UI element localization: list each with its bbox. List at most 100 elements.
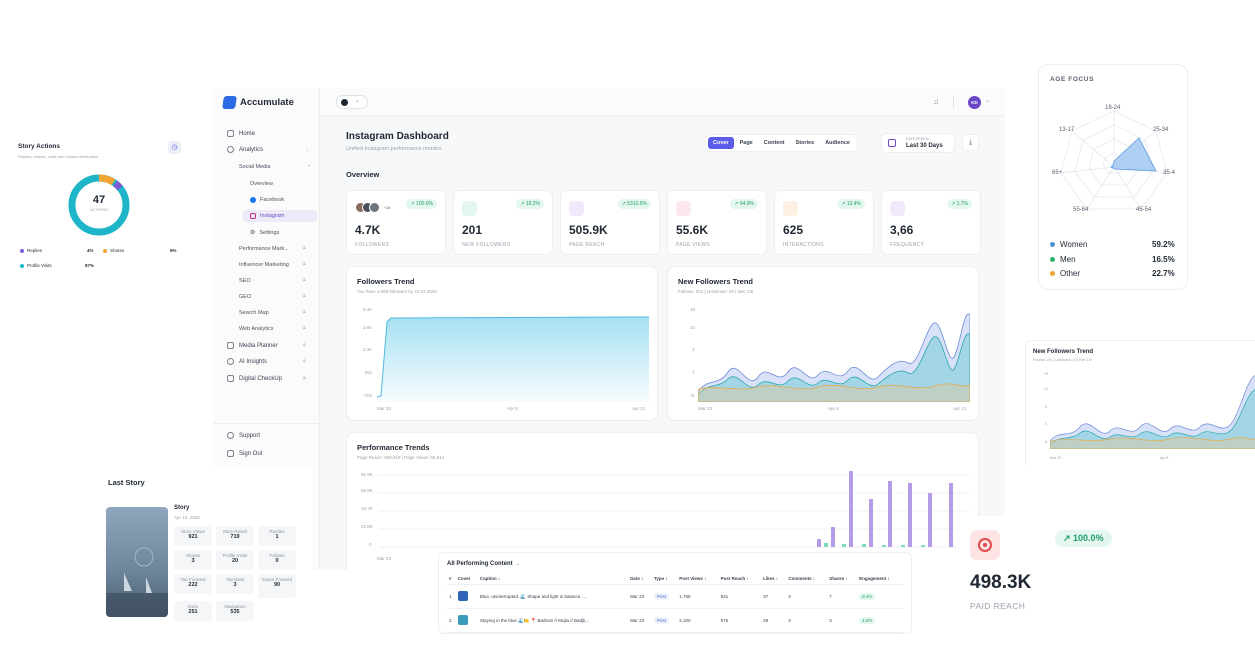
- stat-story-views: Story Views 921: [174, 526, 212, 546]
- col-header[interactable]: Date ↕: [628, 573, 652, 585]
- x-tick: Apr 6: [507, 406, 518, 411]
- facebook-icon: [250, 197, 256, 203]
- col-header: #: [447, 573, 456, 585]
- bell-icon[interactable]: ♫: [933, 97, 939, 106]
- tab-content[interactable]: Content: [763, 140, 785, 146]
- sidebar-item-influencer-marketing[interactable]: Influencer Marketing: [239, 262, 289, 268]
- sidebar-item-media-planner[interactable]: Media Planner: [227, 342, 278, 349]
- download-button[interactable]: ⤓: [962, 134, 979, 151]
- story-name: Story: [174, 505, 190, 511]
- kpi-label: PAGE VIEWS: [676, 242, 711, 248]
- stat-exits: Exits 251: [174, 601, 212, 621]
- tab-cover[interactable]: Cover: [708, 137, 734, 149]
- lock-icon: 🔒︎: [303, 245, 306, 251]
- kpi-frequency[interactable]: ↗ 1.7% 3,66 FREQUENCY: [881, 190, 981, 255]
- sidebar-item-analytics[interactable]: Analytics ⌄: [227, 146, 309, 153]
- chevron-down-icon: ⌄: [355, 98, 361, 104]
- y-tick: 15: [690, 307, 696, 312]
- chevron-down-icon: ⌄: [985, 98, 991, 104]
- top-bar: ⌄ ♫ KD ⌄: [320, 88, 1005, 116]
- sidebar-item-performance-marketing[interactable]: Performance Mark...: [239, 246, 289, 252]
- signout-link[interactable]: Sign Out: [227, 450, 262, 457]
- date-period-select[interactable]: DATE PERIOD Last 30 Days: [881, 133, 955, 153]
- col-header[interactable]: Post Reach ↕: [718, 573, 762, 585]
- stat-tap-back: Tap Back 3: [216, 574, 254, 594]
- y-tick: 3: [692, 347, 695, 352]
- story-thumbnail[interactable]: [106, 507, 168, 617]
- overview-title: Overview: [346, 170, 380, 179]
- table-row[interactable]: 1 Blue, uninterrupted. 🌊 Shape and light…: [447, 584, 903, 609]
- page-subtitle: Unified Instagram performance monitor.: [346, 146, 443, 152]
- cell-type: Post: [651, 608, 678, 633]
- sidebar-item-ai-insights[interactable]: AI Insights: [227, 358, 267, 365]
- cell-date: Mar 23: [628, 584, 652, 609]
- legend-shares: Shares: [103, 248, 124, 253]
- calendar-icon: [227, 342, 234, 349]
- active-item-bg: [243, 210, 317, 222]
- y-tick: 22.8K: [361, 524, 373, 529]
- table-header-row: # Cover Caption ↕ Date ↕ Type ↕ Post Vie…: [447, 573, 903, 585]
- sidebar-item-settings[interactable]: ⚙ Settings: [250, 229, 279, 237]
- sidebar-item-search-map[interactable]: Search Map: [239, 310, 269, 316]
- col-header[interactable]: Engagement ↕: [857, 573, 903, 585]
- sidebar-item-social-media[interactable]: Social Media: [239, 164, 271, 170]
- cell-index: 1: [447, 584, 456, 609]
- cell-engagement: 4.2%: [857, 608, 903, 633]
- tab-page[interactable]: Page: [739, 140, 753, 146]
- tab-stories[interactable]: Stories: [795, 140, 815, 146]
- sidebar-item-label: Instagram: [260, 213, 285, 219]
- sparkle-icon: [227, 358, 234, 365]
- sidebar-item-web-analytics[interactable]: Web Analytics: [239, 326, 274, 332]
- user-plus-icon: [462, 201, 477, 216]
- sidebar-item-seo[interactable]: SEO: [239, 278, 251, 284]
- new-followers-wave-chart: [698, 313, 970, 402]
- cell-cover: [455, 608, 478, 633]
- support-link[interactable]: Support: [227, 432, 260, 439]
- y-tick: 15: [1044, 372, 1048, 376]
- legend-other: Other: [1050, 269, 1080, 278]
- brand-logo[interactable]: Accumulate: [222, 96, 294, 109]
- sidebar-item-digital-checkup[interactable]: Digital CheckUp: [227, 375, 282, 382]
- stat-replies: Replies 1: [258, 526, 296, 546]
- col-header[interactable]: Post Views ↕: [677, 573, 719, 585]
- sidebar-item-overview[interactable]: Overview: [250, 181, 273, 187]
- content-table-title: All Performing Content →: [447, 561, 903, 567]
- legend-profile-visits: Profile Visits: [20, 263, 52, 268]
- kpi-page-views[interactable]: ↗ 64.9% 55.6K PAGE VIEWS: [667, 190, 767, 255]
- col-header[interactable]: Shares ↕: [827, 573, 858, 585]
- lock-icon: 🔒︎: [303, 261, 306, 267]
- sidebar-item-instagram[interactable]: Instagram: [250, 213, 284, 219]
- sidebar-item-facebook[interactable]: Facebook: [250, 197, 284, 203]
- cell-cover: [455, 584, 478, 609]
- account-switcher[interactable]: ⌄: [336, 95, 368, 109]
- kpi-interactions[interactable]: ↗ 13.4% 625 INTERACTIONS: [774, 190, 874, 255]
- table-row[interactable]: 2 Staying in the blue 🌊🍋 📍 Badrum // Muj…: [447, 608, 903, 633]
- col-header[interactable]: Type ↕: [651, 573, 678, 585]
- account-icon: [341, 99, 348, 106]
- cell-type: Post: [651, 584, 678, 609]
- kpi-followers[interactable]: +2k ↗ 100.0% 4.7K FOLLOWERS: [346, 190, 446, 255]
- story-actions-subtitle: Replies, shares, visits and follows dist…: [18, 154, 99, 159]
- kpi-page-reach[interactable]: ↗ 5310.6% 505.9K PAGE REACH: [560, 190, 660, 255]
- clock-icon[interactable]: ◷: [168, 141, 181, 154]
- tab-audience[interactable]: Audience: [825, 140, 850, 146]
- avatar[interactable]: KD: [968, 96, 981, 109]
- kpi-new-followers[interactable]: ↗ 18.2% 201 NEW FOLLOWERS: [453, 190, 553, 255]
- stat-shares: Shares 3: [174, 550, 212, 570]
- follower-avatars: [355, 202, 380, 213]
- lock-icon: 🔒︎: [303, 325, 306, 331]
- col-header[interactable]: Likes ↕: [761, 573, 787, 585]
- arrow-right-icon[interactable]: →: [514, 561, 521, 567]
- kpi-label: NEW FOLLOWERS: [462, 242, 511, 248]
- sidebar-item-home[interactable]: Home: [227, 130, 255, 137]
- sidebar-item-geo[interactable]: GEO: [239, 294, 252, 300]
- y-tick: 5: [1045, 405, 1047, 409]
- logo-icon: [222, 96, 237, 109]
- x-tick: Mar 23: [377, 556, 392, 561]
- col-header[interactable]: Comments ↕: [786, 573, 828, 585]
- cell-shares: 7: [827, 584, 858, 609]
- col-header[interactable]: Caption ↕: [477, 573, 629, 585]
- y-tick: 0: [1045, 422, 1047, 426]
- cell-likes: 29: [761, 608, 787, 633]
- story-actions-card: Story Actions Replies, shares, visits an…: [8, 132, 191, 282]
